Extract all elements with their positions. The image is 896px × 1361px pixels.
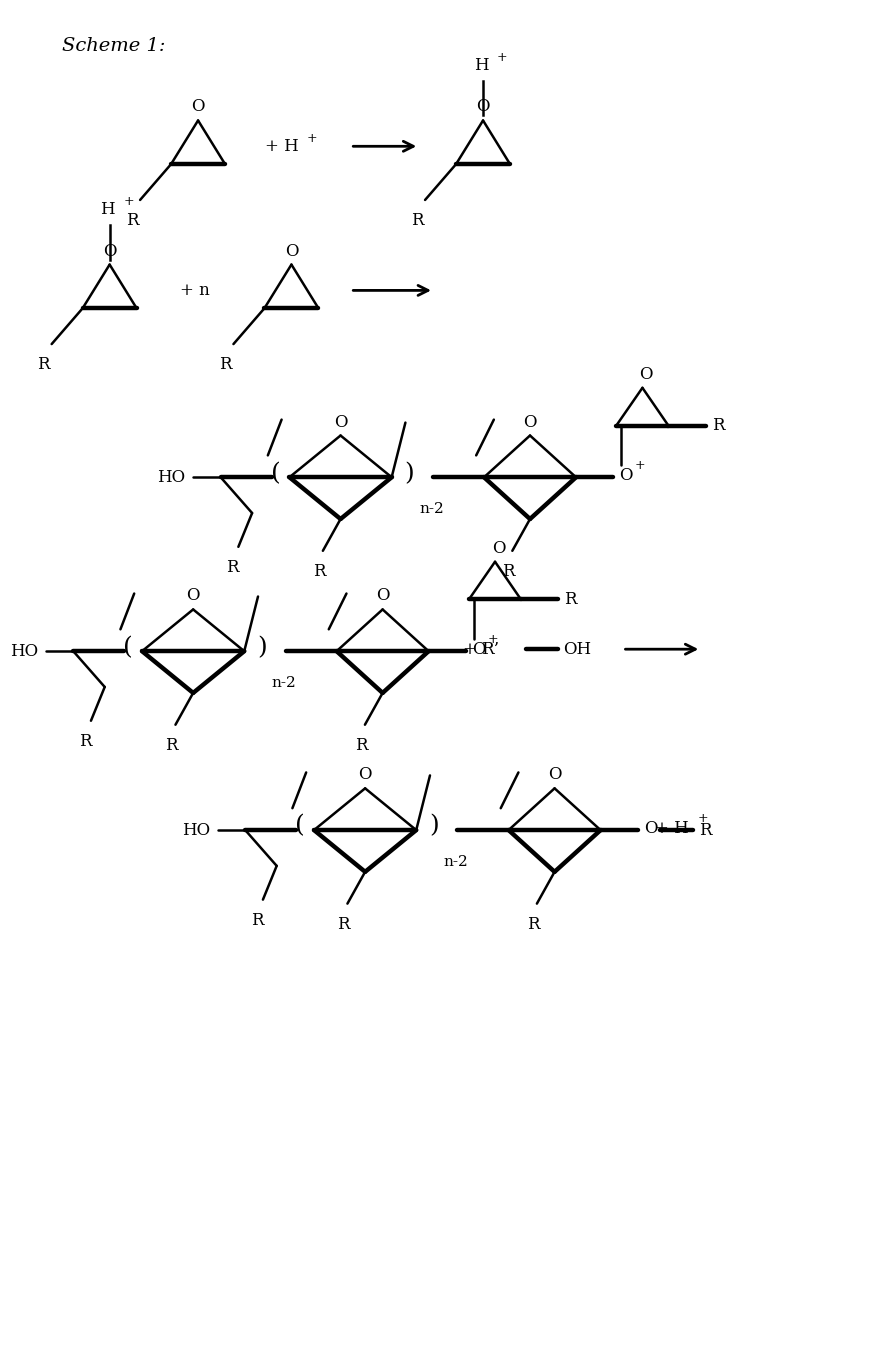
Text: (: (	[124, 636, 134, 659]
Text: R: R	[313, 562, 325, 580]
Text: HO: HO	[157, 468, 185, 486]
Text: R: R	[337, 916, 349, 932]
Text: (: (	[271, 461, 280, 485]
Text: +: +	[635, 459, 646, 472]
Text: + H: + H	[655, 819, 689, 837]
Text: ): )	[429, 815, 439, 837]
Text: R: R	[355, 736, 367, 754]
Text: O: O	[644, 819, 658, 837]
Text: R: R	[38, 357, 50, 373]
Text: O: O	[334, 414, 348, 430]
Text: n-2: n-2	[419, 502, 444, 516]
Text: R: R	[251, 912, 263, 928]
Text: +: +	[487, 633, 498, 645]
Text: O: O	[358, 766, 372, 784]
Text: O: O	[523, 414, 537, 430]
Text: R: R	[220, 357, 232, 373]
Text: R: R	[711, 416, 724, 434]
Text: O: O	[103, 242, 116, 260]
Text: + H: + H	[265, 137, 298, 155]
Text: O: O	[375, 588, 390, 604]
Text: R: R	[165, 736, 177, 754]
Text: O: O	[619, 467, 633, 483]
Text: R: R	[502, 562, 514, 580]
Text: O: O	[472, 641, 486, 657]
Text: O: O	[192, 98, 205, 116]
Text: + n: + n	[180, 282, 211, 299]
Text: H: H	[474, 57, 488, 73]
Text: ): )	[257, 636, 267, 659]
Text: +: +	[697, 811, 708, 825]
Text: HO: HO	[182, 822, 210, 838]
Text: O: O	[186, 588, 200, 604]
Text: + R’: + R’	[463, 641, 499, 657]
Text: O: O	[477, 98, 490, 116]
Text: R: R	[699, 822, 711, 838]
Text: O: O	[285, 242, 298, 260]
Text: O: O	[640, 366, 653, 382]
Text: n-2: n-2	[271, 676, 297, 690]
Text: OH: OH	[564, 641, 591, 657]
Text: HO: HO	[10, 642, 38, 660]
Text: n-2: n-2	[444, 855, 469, 868]
Text: +: +	[496, 50, 507, 64]
Text: O: O	[492, 540, 505, 557]
Text: +: +	[306, 132, 317, 144]
Text: R: R	[79, 732, 91, 750]
Text: Scheme 1:: Scheme 1:	[63, 37, 166, 54]
Text: +: +	[124, 195, 134, 208]
Text: R: R	[226, 559, 238, 576]
Text: ): )	[404, 461, 414, 485]
Text: R: R	[527, 916, 539, 932]
Text: (: (	[296, 815, 306, 837]
Text: R: R	[411, 212, 424, 229]
Text: R: R	[564, 591, 577, 608]
Text: R: R	[126, 212, 139, 229]
Text: H: H	[100, 201, 115, 218]
Text: O: O	[547, 766, 561, 784]
